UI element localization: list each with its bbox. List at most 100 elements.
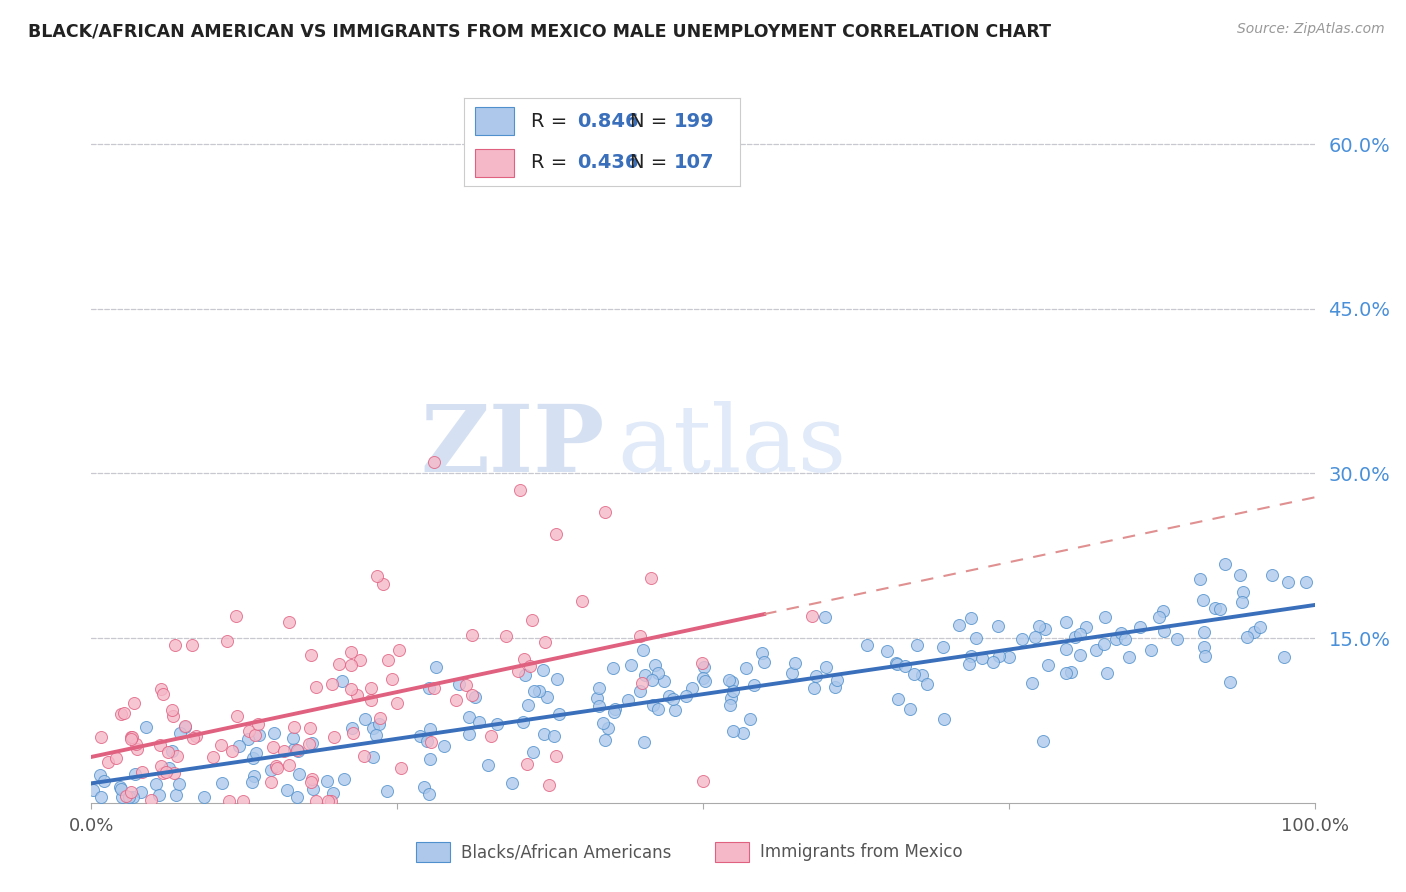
Point <box>662 691 685 706</box>
Point <box>519 659 541 673</box>
Point <box>543 729 565 743</box>
Point <box>458 710 481 724</box>
Point <box>620 658 643 673</box>
Point <box>461 688 484 702</box>
Point <box>124 767 146 781</box>
Point <box>595 732 617 747</box>
Point <box>105 750 128 764</box>
Point <box>1204 601 1226 615</box>
Point <box>783 656 806 670</box>
Point <box>90 730 112 744</box>
Point <box>165 788 187 802</box>
Point <box>260 764 283 778</box>
Point <box>299 775 322 789</box>
Point <box>166 748 188 763</box>
Point <box>342 726 364 740</box>
Point <box>108 780 131 794</box>
Point <box>738 712 761 726</box>
Point <box>1152 604 1174 618</box>
Point <box>1213 557 1236 571</box>
Point <box>647 702 669 716</box>
Point <box>285 790 308 805</box>
Point <box>814 660 837 674</box>
Point <box>1277 575 1299 590</box>
Point <box>163 766 186 780</box>
Point <box>149 758 172 772</box>
Point <box>1166 632 1188 646</box>
Point <box>1261 567 1284 582</box>
Point <box>734 661 756 675</box>
Point <box>114 789 136 804</box>
Point <box>173 720 195 734</box>
Point <box>236 732 259 747</box>
Point <box>998 649 1021 664</box>
Point <box>1054 642 1077 657</box>
Point <box>1118 649 1140 664</box>
Point <box>721 684 744 698</box>
Point <box>742 678 765 692</box>
Point <box>477 758 499 772</box>
Point <box>366 569 388 583</box>
Point <box>640 571 662 585</box>
Point <box>156 745 179 759</box>
Point <box>616 693 638 707</box>
Point <box>534 635 557 649</box>
Point <box>948 617 970 632</box>
Point <box>981 656 1004 670</box>
Point <box>245 746 267 760</box>
Point <box>932 640 955 654</box>
Point <box>160 744 183 758</box>
Point <box>751 646 773 660</box>
Point <box>315 773 337 788</box>
Point <box>160 702 183 716</box>
Point <box>145 777 167 791</box>
Point <box>692 773 714 788</box>
Point <box>283 720 305 734</box>
Point <box>824 680 846 694</box>
Point <box>299 721 322 735</box>
Point <box>1021 676 1043 690</box>
Point <box>97 755 120 769</box>
FancyBboxPatch shape <box>716 842 749 862</box>
Point <box>1035 622 1057 636</box>
Point <box>1054 615 1077 629</box>
Point <box>152 687 174 701</box>
Point <box>585 690 607 705</box>
Point <box>419 751 441 765</box>
Point <box>512 714 534 729</box>
Point <box>876 644 898 658</box>
Point <box>90 790 112 805</box>
Text: atlas: atlas <box>617 401 846 491</box>
Point <box>695 673 717 688</box>
Point <box>193 790 215 805</box>
Point <box>433 739 456 754</box>
Point <box>801 609 824 624</box>
Point <box>388 643 411 657</box>
Point <box>112 706 135 720</box>
Point <box>305 794 328 808</box>
Point <box>263 726 285 740</box>
Point <box>425 660 447 674</box>
Point <box>287 767 309 781</box>
Point <box>546 526 568 541</box>
Point <box>361 749 384 764</box>
Point <box>464 690 486 704</box>
Point <box>1024 630 1046 644</box>
Point <box>416 734 439 748</box>
Point <box>266 761 288 775</box>
Point <box>1114 632 1136 646</box>
Point <box>226 708 249 723</box>
Point <box>301 772 323 786</box>
Point <box>375 783 398 797</box>
Point <box>1209 602 1232 616</box>
Point <box>332 772 354 786</box>
Point <box>1189 572 1212 586</box>
Point <box>353 749 375 764</box>
Point <box>537 778 560 792</box>
Point <box>152 766 174 780</box>
Point <box>167 777 190 791</box>
Point <box>717 673 740 687</box>
Point <box>117 790 139 805</box>
Point <box>517 698 540 712</box>
Point <box>965 631 987 645</box>
